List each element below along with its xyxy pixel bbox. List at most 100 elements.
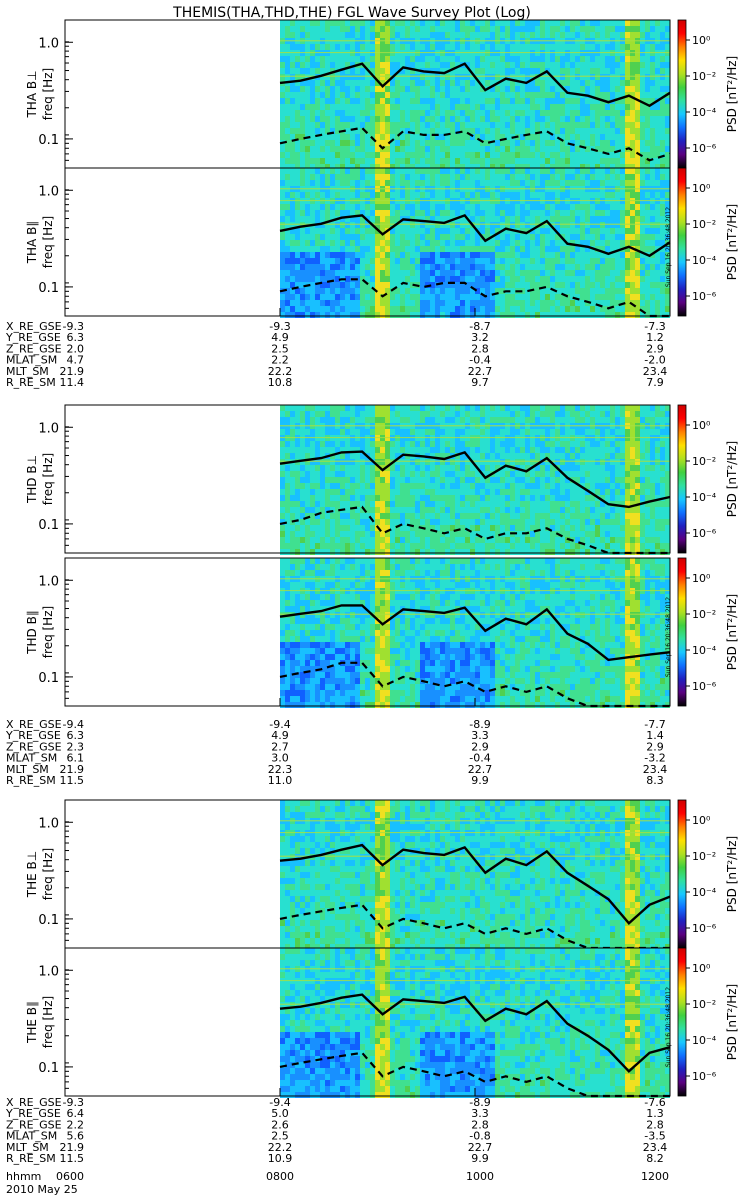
ephemeris-row: MLT_SM 21.9 22.3 22.7 23.4: [6, 763, 667, 776]
ephemeris-value: 22.7: [468, 763, 493, 776]
ephemeris-value: 6.4: [67, 1107, 85, 1120]
ephemeris-tables: X_RE_GSE -9.3 -9.3 -8.7 -7.3Y_RE_GSE 6.3 4.9 3.…: [5, 308, 671, 1165]
ephemeris-value: 2.5: [271, 1130, 289, 1143]
y-tick-label: 0.1: [38, 133, 59, 148]
ephemeris-value: 2.7: [271, 740, 289, 753]
panel-freq-label: freq [Hz]: [41, 453, 55, 505]
colorbar-tick-label: 10⁻²: [692, 218, 716, 231]
y-tick-label: 0.1: [38, 1061, 59, 1076]
colorbar-tick-label: 10⁻⁶: [692, 1070, 717, 1083]
ephemeris-value: 2.9: [471, 740, 489, 753]
panel-freq-label: freq [Hz]: [41, 216, 55, 268]
ephemeris-row: MLAT_SM 6.1 3.0 -0.4 -3.2: [6, 752, 666, 765]
ephemeris-value: -0.4: [469, 752, 490, 765]
spectrogram-panel-tha-perp: 1.0 0.1 THA B⊥ freq [Hz] 10⁰ 10⁻² 10⁻⁴ 10⁻⁶ PSD …: [25, 19, 739, 170]
spectrogram-cells: [280, 405, 670, 555]
ephemeris-block-thd: X_RE_GSE -9.4 -9.4 -8.9 -7.7Y_RE_GSE 6.3 4.9 3.…: [5, 698, 671, 787]
dashed-frequency-line: [279, 505, 670, 555]
y-tick-label: 0.1: [38, 913, 59, 928]
colorbar-tick-label: 10⁻⁴: [692, 1034, 717, 1047]
ephemeris-row: Y_RE_GSE 6.4 5.0 3.3 1.3: [5, 1107, 664, 1120]
ephemeris-value: 3.3: [471, 729, 489, 742]
figure-title: THEMIS(THA,THD,THE) FGL Wave Survey Plot…: [172, 5, 531, 21]
ephemeris-value: -8.9: [469, 718, 490, 731]
colorbar-tick-label: 10⁻⁴: [692, 254, 717, 267]
y-tick-label: 1.0: [38, 36, 59, 51]
colorbar-tick-label: 10⁰: [692, 419, 711, 432]
ephemeris-label: R_RE_SM: [6, 774, 56, 787]
ephemeris-row: MLT_SM 21.9 22.2 22.7 23.4: [6, 1141, 667, 1154]
ephemeris-label: Z_RE_GSE: [6, 740, 62, 753]
colorbar-tick-label: 10⁰: [692, 814, 711, 827]
colorbar-label: PSD [nT²/Hz]: [725, 56, 739, 132]
colorbar-tick-label: 10⁻⁶: [692, 680, 717, 693]
ephemeris-value: 4.7: [67, 354, 85, 367]
y-tick-label: 1.0: [38, 964, 59, 979]
time-tick-label: 1000: [466, 1170, 494, 1183]
colorbar-label: PSD [nT²/Hz]: [725, 594, 739, 670]
solid-frequency-line: [279, 604, 671, 662]
ephemeris-value: 4.9: [271, 331, 289, 344]
colorbar-tick-label: 10⁻⁴: [692, 644, 717, 657]
ephemeris-value: 22.7: [468, 1141, 493, 1154]
ephemeris-row: Z_RE_GSE 2.3 2.7 2.9 2.9: [6, 740, 664, 753]
panel-freq-label: freq [Hz]: [41, 68, 55, 120]
colorbar: [677, 404, 687, 554]
spectrogram-panel-tha-par: 1.0 0.1 THA B∥ freq [Hz] 10⁰ 10⁻² 10⁻⁴ 10⁻⁶ PSD …: [25, 167, 739, 318]
panel-freq-label: freq [Hz]: [41, 996, 55, 1048]
colorbar-label: PSD [nT²/Hz]: [725, 204, 739, 280]
ephemeris-value: 23.4: [643, 763, 668, 776]
ephemeris-value: 10.8: [268, 376, 293, 389]
colorbar: [677, 19, 687, 169]
timestamp-stamp: Sun Sep 16 20:36:48 2012: [665, 597, 672, 677]
ephemeris-value: -9.4: [63, 718, 84, 731]
ephemeris-value: 2.2: [271, 354, 289, 367]
spectrogram-panel-thd-perp: 1.0 0.1 THD B⊥ freq [Hz] 10⁰ 10⁻² 10⁻⁴ 10⁻⁶ PSD …: [25, 404, 739, 555]
panel-freq-label: freq [Hz]: [41, 606, 55, 658]
ephemeris-row: X_RE_GSE -9.3 -9.4 -8.9 -7.6: [6, 1096, 666, 1109]
colorbar-tick-label: 10⁻²: [692, 998, 716, 1011]
ephemeris-value: 1.4: [646, 729, 664, 742]
ephemeris-value: 22.7: [468, 365, 493, 378]
dashed-frequency-line: [279, 278, 670, 318]
date-label: 2010 May 25: [6, 1183, 78, 1196]
ephemeris-row: Y_RE_GSE 6.3 4.9 3.2 1.2: [5, 331, 664, 344]
ephemeris-row: R_RE_SM 11.4 10.8 9.7 7.9: [6, 376, 664, 389]
y-tick-label: 1.0: [38, 184, 59, 199]
ephemeris-row: X_RE_GSE -9.4 -9.4 -8.9 -7.7: [6, 718, 666, 731]
colorbar: [677, 799, 687, 949]
time-axis-label: hhmm: [6, 1170, 41, 1183]
ephemeris-value: 11.5: [60, 774, 85, 787]
ephemeris-value: 2.9: [646, 342, 664, 355]
ephemeris-value: -9.4: [269, 1096, 290, 1109]
ephemeris-value: -8.7: [469, 320, 490, 333]
colorbar-tick-label: 10⁻²: [692, 455, 716, 468]
ephemeris-value: 2.9: [646, 740, 664, 753]
colorbar-tick-label: 10⁻⁴: [692, 491, 717, 504]
panel-probe-label: THD B∥: [25, 610, 39, 655]
spectrogram-panel-thd-par: 1.0 0.1 THD B∥ freq [Hz] 10⁰ 10⁻² 10⁻⁴ 10⁻⁶ PSD …: [25, 557, 739, 708]
y-tick-label: 0.1: [38, 281, 59, 296]
ephemeris-value: 2.8: [471, 342, 489, 355]
ephemeris-value: 9.9: [471, 1152, 489, 1165]
ephemeris-value: -8.9: [469, 1096, 490, 1109]
panel-freq-label: freq [Hz]: [41, 848, 55, 900]
spectrogram-panel-the-perp: 1.0 0.1 THE B⊥ freq [Hz] 10⁰ 10⁻² 10⁻⁴ 10⁻⁶ PSD …: [25, 799, 739, 950]
ephemeris-value: 7.9: [646, 376, 664, 389]
ephemeris-value: -9.3: [269, 320, 290, 333]
ephemeris-value: 9.7: [471, 376, 489, 389]
ephemeris-label: MLT_SM: [6, 763, 49, 776]
time-tick-label: 0800: [266, 1170, 294, 1183]
colorbar-tick-label: 10⁰: [692, 962, 711, 975]
colorbar: [677, 947, 687, 1097]
spectrogram-panel-the-par: 1.0 0.1 THE B∥ freq [Hz] 10⁰ 10⁻² 10⁻⁴ 10⁻⁶ PSD …: [25, 947, 739, 1098]
ephemeris-value: 6.1: [67, 752, 85, 765]
ephemeris-value: 6.3: [67, 331, 85, 344]
colorbar-label: PSD [nT²/Hz]: [725, 984, 739, 1060]
ephemeris-value: -2.0: [644, 354, 665, 367]
panel-frame: [64, 557, 671, 707]
ephemeris-value: 6.3: [67, 729, 85, 742]
panel-frame: [64, 167, 671, 317]
panel-frame: [64, 404, 671, 554]
ephemeris-value: 11.4: [60, 376, 85, 389]
